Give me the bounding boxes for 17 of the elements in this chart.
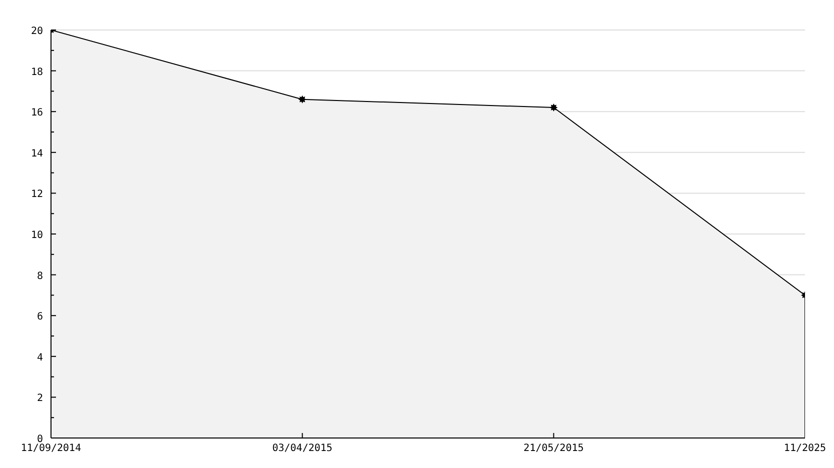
x-tick-label: 21/05/2015 bbox=[524, 443, 584, 454]
point bbox=[550, 104, 558, 112]
y-tick-label: 10 bbox=[30, 230, 43, 241]
y-tick-label: 14 bbox=[30, 148, 43, 160]
y-tick-label: 16 bbox=[30, 108, 43, 119]
y-tick-label: 4 bbox=[36, 352, 43, 364]
x-tick-label: 03/04/2015 bbox=[272, 443, 332, 454]
x-tick-label: 11/09/2014 bbox=[20, 443, 82, 454]
y-tick-label: 0 bbox=[36, 434, 43, 445]
y-tick-label: 2 bbox=[36, 393, 43, 404]
y-tick-label: 6 bbox=[36, 312, 43, 323]
y-tick-label: 20 bbox=[30, 26, 43, 37]
point bbox=[298, 95, 306, 104]
x-tick-label: 11/2025 bbox=[784, 443, 826, 454]
y-tick-label: 8 bbox=[36, 270, 43, 282]
y-tick-label: 12 bbox=[30, 189, 43, 200]
y-tick-label: 18 bbox=[30, 66, 43, 78]
